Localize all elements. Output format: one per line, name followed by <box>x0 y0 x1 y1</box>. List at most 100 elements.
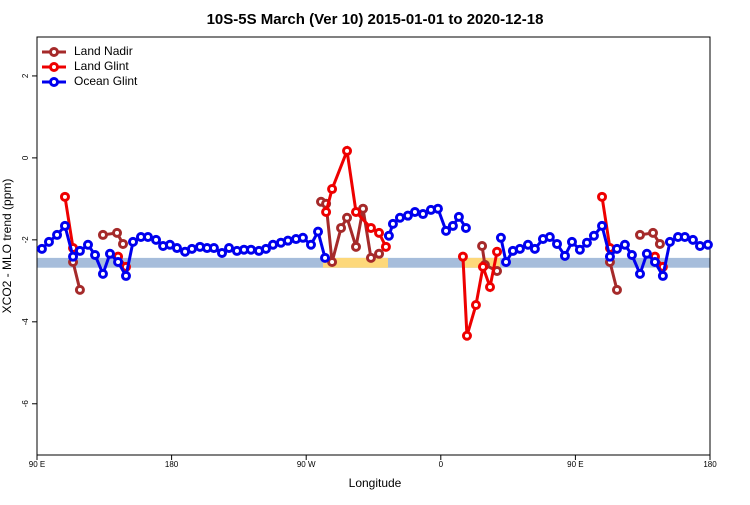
point <box>432 203 443 214</box>
point <box>514 243 525 254</box>
point <box>664 236 675 247</box>
legend-label: Land Glint <box>74 59 129 73</box>
point <box>327 256 338 267</box>
point <box>648 227 659 238</box>
point <box>641 248 652 259</box>
point <box>485 281 496 292</box>
x-tick-label: 90 E <box>29 460 45 469</box>
point <box>97 229 108 240</box>
point <box>441 225 452 236</box>
y-axis-label: XCO2 - MLO trend (ppm) <box>0 179 14 314</box>
point <box>409 206 420 217</box>
point <box>529 243 540 254</box>
point <box>461 330 472 341</box>
point <box>320 252 331 263</box>
y-tick-label: -6 <box>21 400 30 408</box>
point <box>588 230 599 241</box>
point <box>477 261 488 272</box>
point <box>374 248 385 259</box>
point <box>351 241 362 252</box>
point <box>68 251 79 262</box>
point <box>336 222 347 233</box>
point <box>297 232 308 243</box>
point <box>380 241 391 252</box>
point <box>649 256 660 267</box>
y-tick-label: -4 <box>21 318 30 326</box>
point <box>365 252 376 263</box>
point <box>574 244 585 255</box>
point <box>581 237 592 248</box>
point <box>383 230 394 241</box>
x-tick-label: 90 W <box>297 460 316 469</box>
point <box>313 226 324 237</box>
point <box>74 284 85 295</box>
point <box>171 243 182 254</box>
point <box>654 238 665 249</box>
point <box>418 209 429 220</box>
point <box>679 231 690 242</box>
point <box>694 241 705 251</box>
point <box>282 235 293 246</box>
point <box>544 231 555 242</box>
y-tick-label: -2 <box>21 236 30 244</box>
point <box>597 191 608 202</box>
point <box>217 247 228 258</box>
point <box>365 222 376 233</box>
point <box>657 270 668 281</box>
point <box>402 210 413 221</box>
point <box>224 243 235 254</box>
point <box>522 239 533 250</box>
point <box>59 220 70 231</box>
point <box>611 284 622 295</box>
legend-marker <box>49 77 59 87</box>
point <box>120 270 131 281</box>
x-tick-label: 180 <box>703 460 717 469</box>
point <box>492 246 503 257</box>
point <box>90 250 101 261</box>
point <box>470 300 481 311</box>
point <box>447 220 458 231</box>
point <box>477 241 488 251</box>
point <box>342 212 353 223</box>
point <box>59 191 70 202</box>
point <box>104 248 115 259</box>
point <box>74 245 85 256</box>
y-tick-label: 2 <box>21 73 30 78</box>
point <box>619 239 630 250</box>
point <box>186 243 197 254</box>
point <box>552 238 563 249</box>
legend-marker <box>49 47 59 57</box>
point <box>351 206 362 217</box>
point <box>327 184 338 195</box>
point <box>246 244 257 255</box>
point <box>52 229 63 240</box>
point <box>128 236 139 247</box>
point <box>687 234 698 245</box>
point <box>36 243 47 254</box>
point <box>495 232 506 243</box>
point <box>321 206 332 217</box>
point <box>267 239 278 250</box>
x-axis-label: Longitude <box>349 476 402 490</box>
point <box>142 231 153 242</box>
point <box>635 268 646 279</box>
point <box>342 145 353 156</box>
point <box>43 236 54 247</box>
legend-marker <box>49 62 59 72</box>
point <box>635 229 646 240</box>
point <box>559 250 570 261</box>
point <box>82 239 93 250</box>
point <box>97 268 108 279</box>
x-tick-label: 90 E <box>567 460 583 469</box>
chart-title: 10S-5S March (Ver 10) 2015-01-01 to 2020… <box>207 11 544 28</box>
legend-label: Ocean Glint <box>74 74 138 88</box>
point <box>305 239 316 250</box>
point <box>394 212 405 223</box>
point <box>151 234 162 245</box>
point <box>112 227 123 238</box>
y-tick-label: 0 <box>21 155 30 160</box>
x-tick-label: 180 <box>165 460 179 469</box>
point <box>566 236 577 247</box>
point <box>460 222 471 233</box>
